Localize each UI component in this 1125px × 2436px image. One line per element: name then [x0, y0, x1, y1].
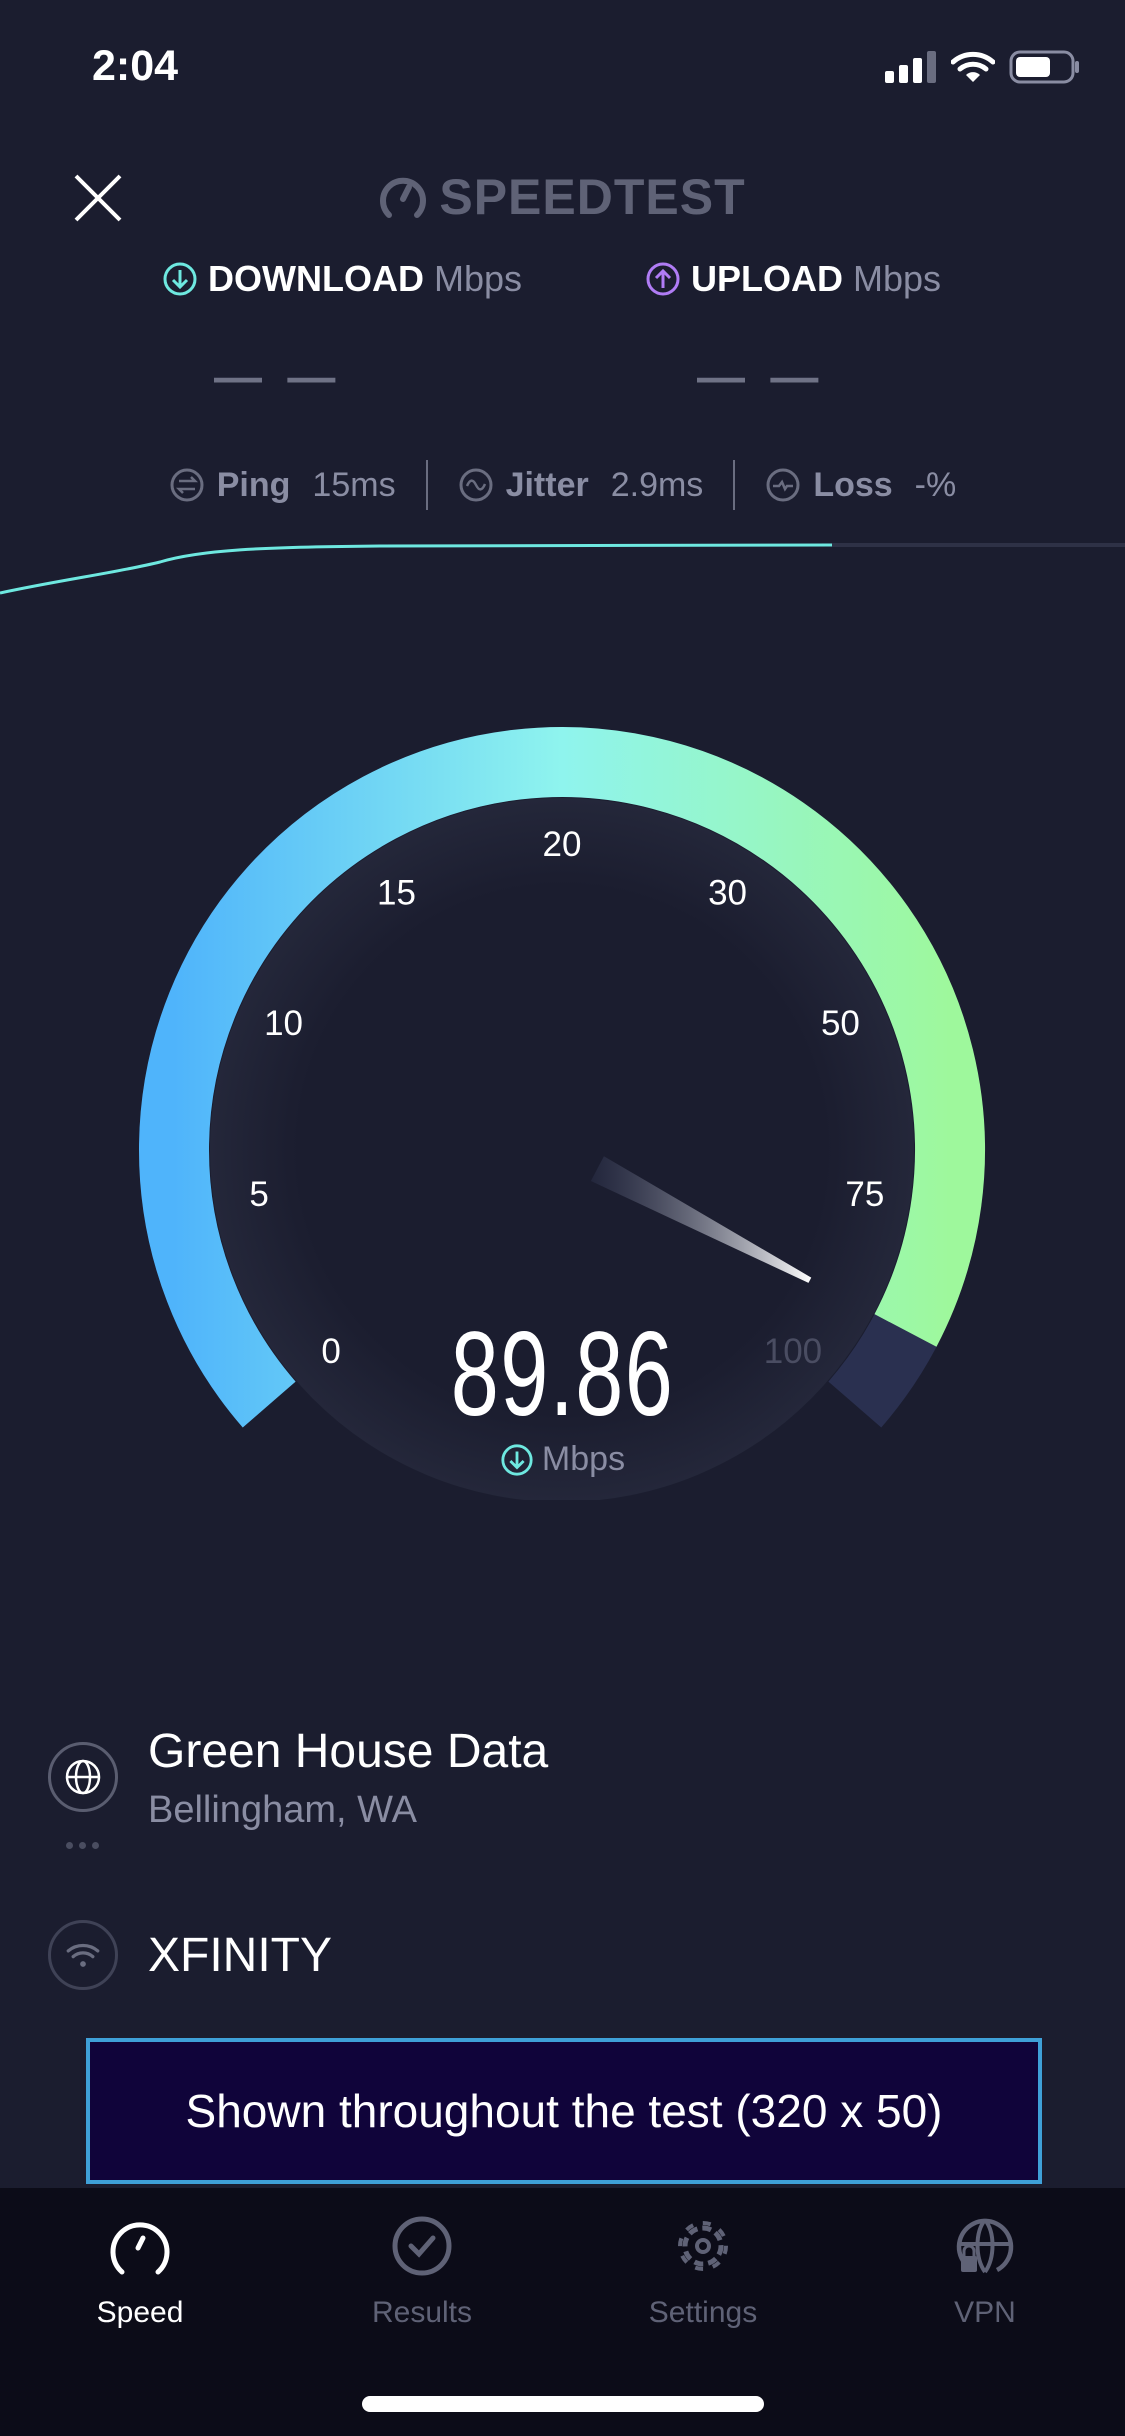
jitter-icon: [459, 468, 493, 502]
tab-vpn[interactable]: VPN: [885, 2214, 1085, 2330]
tab-bar: Speed Results Settings VPN: [0, 2188, 1125, 2436]
loss-value: -: [914, 465, 926, 504]
gauge-tick-label: 100: [764, 1332, 822, 1371]
current-speed: 89.86: [450, 1307, 675, 1441]
ad-text: Shown throughout the test (320 x 50): [185, 2085, 943, 2137]
tab-speed[interactable]: Speed: [40, 2214, 240, 2330]
battery-icon: [1009, 50, 1079, 84]
wifi-icon: [951, 51, 995, 82]
tab-label: Speed: [96, 2296, 184, 2329]
gauge-tick-label: 75: [845, 1175, 884, 1214]
gauge-fill: [139, 727, 985, 1428]
gauge-tick-label: 10: [264, 1004, 303, 1043]
loss-unit: %: [926, 465, 957, 504]
home-indicator[interactable]: [362, 2396, 764, 2412]
divider: [733, 460, 736, 510]
speed-graph-progress: [0, 543, 833, 595]
speedtest-logo: SPEEDTEST: [0, 168, 1125, 226]
ad-banner[interactable]: Shown throughout the test (320 x 50): [86, 2038, 1042, 2184]
tab-results[interactable]: Results: [322, 2214, 522, 2330]
upload-unit: Mbps: [853, 258, 942, 299]
tab-label: Results: [371, 2296, 473, 2329]
globe-lock-icon: [956, 2218, 1014, 2274]
server-globe-icon[interactable]: [48, 1742, 118, 1812]
jitter-unit: ms: [657, 465, 704, 504]
more-dots-icon: [66, 1842, 99, 1849]
ping-value: 15: [312, 465, 351, 504]
wifi-provider-icon: [48, 1920, 118, 1990]
current-speed-unit: Mbps: [0, 1440, 1125, 1479]
gauge-inner: [210, 798, 914, 1500]
gauge-tick-label: 30: [708, 874, 747, 913]
gauge-tick-label: 50: [821, 1004, 860, 1043]
jitter-metric: Jitter 2.9ms: [428, 466, 734, 505]
ping-label: Ping: [216, 465, 291, 504]
loss-metric: Loss -%: [735, 466, 986, 505]
status-icons: [885, 50, 1081, 84]
speed-gauge: 0 5 10 15 20 30 50 75 100: [139, 727, 985, 1500]
speedometer-logo-icon: [380, 177, 427, 218]
cellular-signal-icon: [885, 51, 936, 83]
upload-header: UPLOAD Mbps: [645, 258, 941, 300]
upload-label: UPLOAD: [691, 258, 843, 299]
gauge-needle: [590, 1156, 812, 1283]
speed-graph: [0, 543, 1125, 595]
ping-metric: Ping 15ms: [139, 466, 426, 505]
gauge-tick-label: 15: [377, 874, 416, 913]
download-icon: [501, 1443, 533, 1476]
server-location: Bellingham, WA: [148, 1789, 417, 1831]
server-name[interactable]: Green House Data: [148, 1725, 549, 1778]
download-icon: [163, 262, 197, 296]
upload-icon: [646, 262, 680, 296]
divider: [425, 460, 428, 510]
tab-settings[interactable]: Settings: [603, 2214, 803, 2330]
gauge-tick-label: 0: [321, 1332, 340, 1371]
download-unit: Mbps: [433, 258, 522, 299]
metrics-row: Ping 15ms Jitter 2.9ms Loss -%: [0, 460, 1125, 510]
gear-icon: [678, 2221, 728, 2271]
close-icon[interactable]: [72, 172, 124, 224]
ping-icon: [170, 468, 204, 502]
speedometer-icon: [110, 2222, 170, 2275]
status-time: 2:04: [92, 42, 179, 90]
download-value: — —: [214, 351, 342, 404]
check-circle-icon: [392, 2216, 452, 2276]
upload-value: — —: [697, 351, 825, 404]
download-label: DOWNLOAD: [208, 258, 424, 299]
ping-unit: ms: [350, 465, 396, 504]
loss-label: Loss: [813, 465, 893, 504]
isp-name: XFINITY: [148, 1929, 333, 1982]
loss-icon: [766, 468, 800, 502]
jitter-label: Jitter: [505, 465, 589, 504]
tab-label: VPN: [954, 2296, 1016, 2329]
download-header: DOWNLOAD Mbps: [162, 258, 522, 300]
jitter-value: 2.9: [610, 465, 658, 504]
speed-unit-label: Mbps: [541, 1440, 626, 1478]
tab-label: Settings: [648, 2296, 758, 2329]
gauge-tick-label: 20: [543, 825, 582, 864]
logo-text: SPEEDTEST: [439, 169, 746, 225]
gauge-tick-label: 5: [249, 1175, 268, 1214]
